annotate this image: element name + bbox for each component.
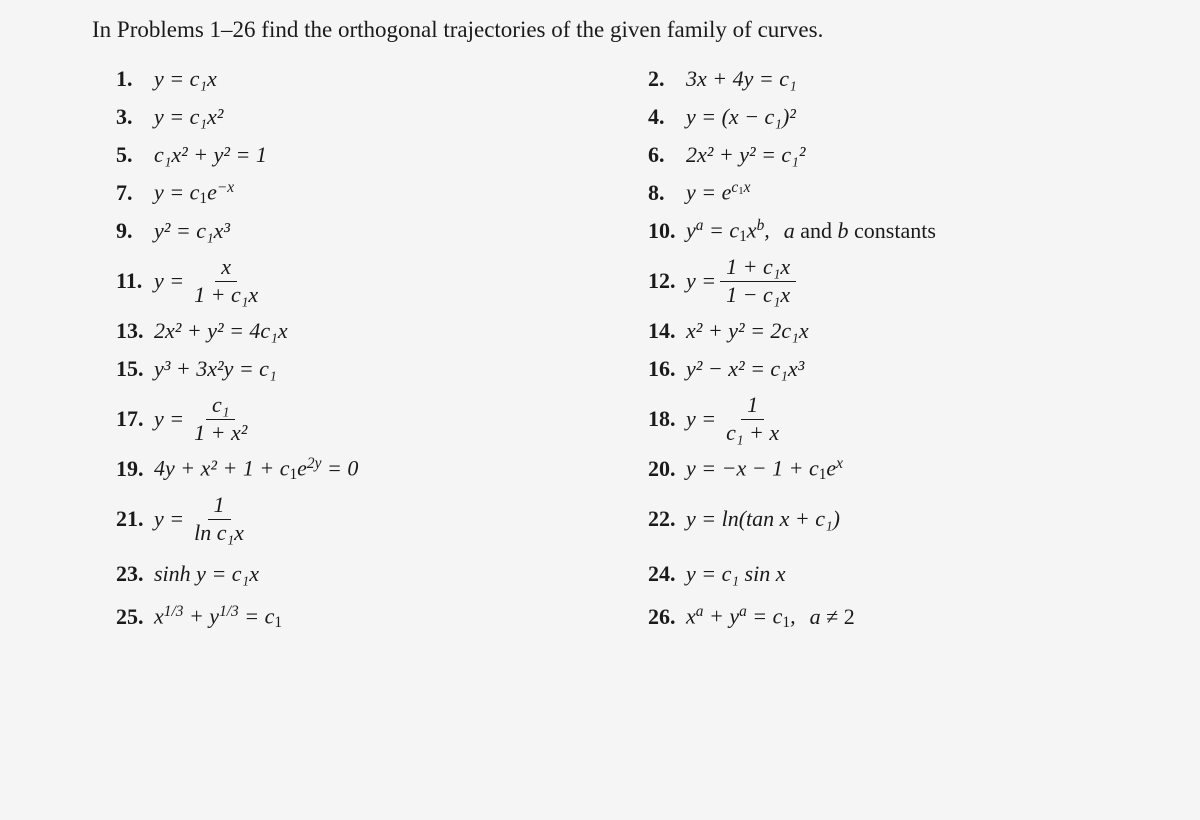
problem-equation: y² = c₁x³ [154, 216, 230, 247]
problem-18: 18. y = 1 c₁ + x [648, 388, 1120, 450]
problem-number: 9. [116, 216, 154, 247]
problem-number: 14. [648, 316, 686, 347]
problem-equation: y = c1e−x [154, 177, 234, 209]
problem-equation: sinh y = c₁x [154, 559, 259, 590]
problem-note: a and b constants [784, 216, 936, 247]
problem-equation: y = ec1x [686, 177, 750, 208]
problem-equation: y³ + 3x²y = c₁ [154, 354, 277, 385]
fraction: x 1 + c₁x [188, 254, 264, 308]
problem-20: 20. y = −x − 1 + c1ex [648, 450, 1120, 488]
problem-equation: c₁x² + y² = 1 [154, 140, 267, 171]
instruction-text: In Problems 1–26 find the orthogonal tra… [92, 14, 1120, 46]
problem-equation: y = c₁x² [154, 102, 223, 133]
fraction: 1 ln c₁x [188, 492, 250, 546]
problem-22: 22. y = ln(tan x + c₁) [648, 488, 1120, 550]
problem-4: 4. y = (x − c₁)² [648, 98, 1120, 136]
problem-equation: y = (x − c₁)² [686, 102, 796, 133]
problem-number: 5. [116, 140, 154, 171]
problem-16: 16. y² − x² = c₁x³ [648, 350, 1120, 388]
problem-26: 26. xa + ya = c1, a ≠ 2 [648, 598, 1120, 636]
fraction-denominator: ln c₁x [188, 520, 250, 546]
fraction: c₁ 1 + x² [188, 392, 253, 446]
problem-lhs: y = [154, 404, 184, 435]
fraction-numerator: x [215, 254, 237, 281]
fraction-numerator: c₁ [206, 392, 235, 419]
problem-equation: y² − x² = c₁x³ [686, 354, 804, 385]
problem-7: 7. y = c1e−x [116, 174, 588, 212]
problem-number: 10. [648, 216, 686, 247]
problem-12: 12. y = 1 + c₁x 1 − c₁x [648, 250, 1120, 312]
problem-equation: y = −x − 1 + c1ex [686, 453, 843, 485]
problem-5: 5. c₁x² + y² = 1 [116, 136, 588, 174]
problem-14: 14. x² + y² = 2c₁x [648, 312, 1120, 350]
problem-number: 12. [648, 266, 686, 297]
problem-equation: y = c₁x [154, 64, 217, 95]
problem-number: 4. [648, 102, 686, 133]
fraction-denominator: 1 + c₁x [188, 282, 264, 308]
problem-equation: y = ln(tan x + c₁) [686, 504, 840, 535]
problem-15: 15. y³ + 3x²y = c₁ [116, 350, 588, 388]
problem-equation: 4y + x² + 1 + c1e2y = 0 [154, 453, 358, 485]
problem-number: 20. [648, 454, 686, 485]
problem-23: 23. sinh y = c₁x [116, 550, 588, 598]
problem-number: 22. [648, 504, 686, 535]
problem-1: 1. y = c₁x [116, 60, 588, 98]
problem-equation: x1/3 + y1/3 = c1 [154, 601, 282, 633]
problem-25: 25. x1/3 + y1/3 = c1 [116, 598, 588, 636]
problem-17: 17. y = c₁ 1 + x² [116, 388, 588, 450]
problem-number: 17. [116, 404, 154, 435]
problem-9: 9. y² = c₁x³ [116, 212, 588, 250]
problem-number: 11. [116, 266, 154, 297]
problem-number: 19. [116, 454, 154, 485]
problem-number: 3. [116, 102, 154, 133]
problem-2: 2. 3x + 4y = c₁ [648, 60, 1120, 98]
fraction-denominator: 1 − c₁x [720, 282, 796, 308]
problem-number: 16. [648, 354, 686, 385]
problem-11: 11. y = x 1 + c₁x [116, 250, 588, 312]
problem-equation: ya = c1xb, [686, 215, 770, 247]
problem-number: 1. [116, 64, 154, 95]
problem-equation: xa + ya = c1, [686, 601, 796, 633]
fraction-numerator: 1 [208, 492, 231, 519]
problem-note: a ≠ 2 [810, 602, 855, 633]
problem-number: 25. [116, 602, 154, 633]
problem-24: 24. y = c₁ sin x [648, 550, 1120, 598]
problem-number: 7. [116, 178, 154, 209]
problem-number: 13. [116, 316, 154, 347]
problem-3: 3. y = c₁x² [116, 98, 588, 136]
problem-number: 18. [648, 404, 686, 435]
problem-equation: 2x² + y² = 4c₁x [154, 316, 288, 347]
problem-number: 6. [648, 140, 686, 171]
fraction-numerator: 1 + c₁x [720, 254, 796, 281]
fraction-denominator: 1 + x² [188, 420, 253, 446]
problem-21: 21. y = 1 ln c₁x [116, 488, 588, 550]
fraction-denominator: c₁ + x [720, 420, 785, 446]
problem-equation: 2x² + y² = c₁² [686, 140, 805, 171]
fraction-numerator: 1 [741, 392, 764, 419]
problem-lhs: y = [154, 504, 184, 535]
problem-lhs: y = [686, 404, 716, 435]
problem-number: 26. [648, 602, 686, 633]
problem-number: 21. [116, 504, 154, 535]
problem-number: 2. [648, 64, 686, 95]
problem-number: 24. [648, 559, 686, 590]
problem-equation: 3x + 4y = c₁ [686, 64, 797, 95]
problem-13: 13. 2x² + y² = 4c₁x [116, 312, 588, 350]
problem-number: 8. [648, 178, 686, 209]
problem-19: 19. 4y + x² + 1 + c1e2y = 0 [116, 450, 588, 488]
problem-6: 6. 2x² + y² = c₁² [648, 136, 1120, 174]
fraction: 1 + c₁x 1 − c₁x [720, 254, 796, 308]
problem-number: 15. [116, 354, 154, 385]
problem-equation: x² + y² = 2c₁x [686, 316, 809, 347]
problem-lhs: y = [686, 266, 716, 297]
problem-8: 8. y = ec1x [648, 174, 1120, 212]
problem-lhs: y = [154, 266, 184, 297]
problem-equation: y = c₁ sin x [686, 559, 785, 590]
problem-number: 23. [116, 559, 154, 590]
fraction: 1 c₁ + x [720, 392, 785, 446]
problems-grid: 1. y = c₁x 2. 3x + 4y = c₁ 3. y = c₁x² 4… [116, 60, 1120, 636]
problem-10: 10. ya = c1xb, a and b constants [648, 212, 1120, 250]
